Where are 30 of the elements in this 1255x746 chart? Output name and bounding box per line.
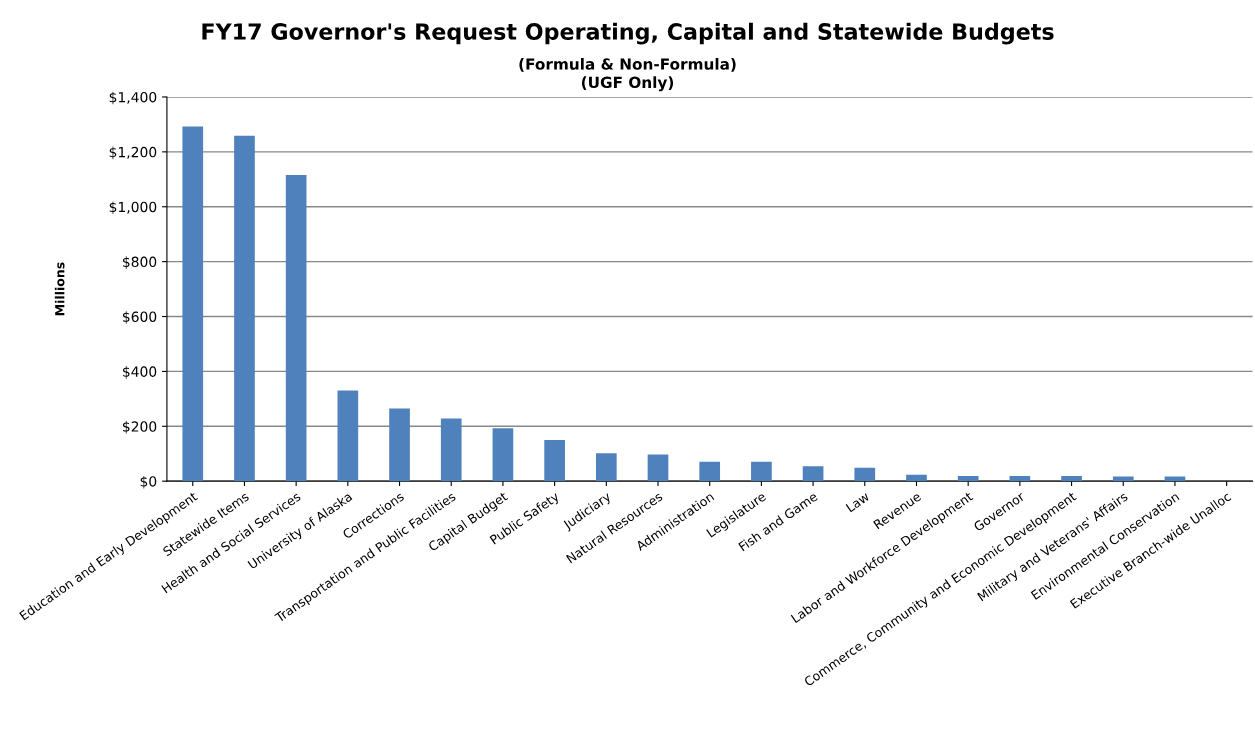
bar (906, 474, 927, 482)
bar (1009, 475, 1031, 482)
bar (337, 390, 359, 482)
bar (182, 126, 204, 482)
bar (389, 408, 410, 482)
bar (751, 461, 772, 482)
chart-title: FY17 Governor's Request Operating, Capital and Statewide Budgets (202, 22, 1054, 45)
y-tick-label: $400 (123, 366, 157, 379)
bar (802, 466, 824, 482)
chart-subtitle: (Formula & Non-Formula) (UGF Only) (519, 58, 736, 92)
bar (285, 174, 307, 482)
bar (595, 453, 617, 482)
y-axis-title: Millions (54, 262, 65, 316)
x-tick-label: Law (845, 491, 870, 513)
y-tick-label: $800 (123, 256, 157, 269)
bar (440, 418, 462, 482)
bar (699, 461, 721, 482)
y-tick-label: $600 (123, 311, 157, 324)
bar (1061, 475, 1082, 482)
bar (544, 440, 565, 482)
y-tick-label: $1,000 (109, 201, 157, 215)
bar (492, 428, 514, 482)
y-tick-label: $200 (123, 421, 157, 434)
bar (234, 135, 255, 482)
bar (854, 467, 876, 482)
bar (647, 454, 669, 482)
bar (957, 475, 979, 482)
y-tick-label: $0 (140, 475, 157, 489)
y-tick-label: $1,400 (109, 91, 157, 105)
y-tick-label: $1,200 (109, 146, 157, 160)
